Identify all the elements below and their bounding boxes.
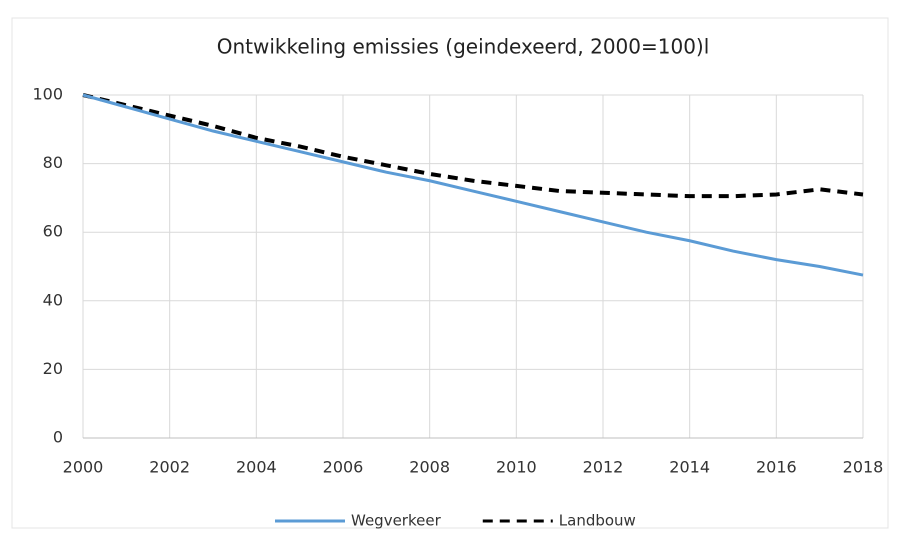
x-tick-label: 2006 [323, 458, 364, 477]
x-tick-label: 2000 [63, 458, 104, 477]
series-line [82, 93, 864, 199]
x-tick-label: 2010 [496, 458, 537, 477]
series-line [82, 93, 864, 277]
x-tick-label: 2012 [583, 458, 624, 477]
chart-title: Ontwikkeling emissies (geindexeerd, 2000… [217, 35, 710, 59]
chart-frame [11, 17, 889, 529]
x-tick-label: 2016 [756, 458, 797, 477]
x-tick-label: 2004 [236, 458, 277, 477]
x-tick-label: 2008 [409, 458, 450, 477]
x-tick-label: 2014 [669, 458, 710, 477]
x-tick-label: 2002 [149, 458, 190, 477]
y-tick-label: 100 [32, 85, 63, 104]
x-tick-label: 2018 [843, 458, 884, 477]
y-tick-label: 80 [43, 153, 63, 172]
y-tick-label: 40 [43, 290, 63, 309]
legend-label: Landbouw [559, 512, 636, 530]
y-tick-label: 60 [43, 222, 63, 241]
legend-label: Wegverkeer [351, 512, 442, 530]
y-tick-label: 0 [53, 428, 63, 447]
y-tick-label: 20 [43, 359, 63, 378]
